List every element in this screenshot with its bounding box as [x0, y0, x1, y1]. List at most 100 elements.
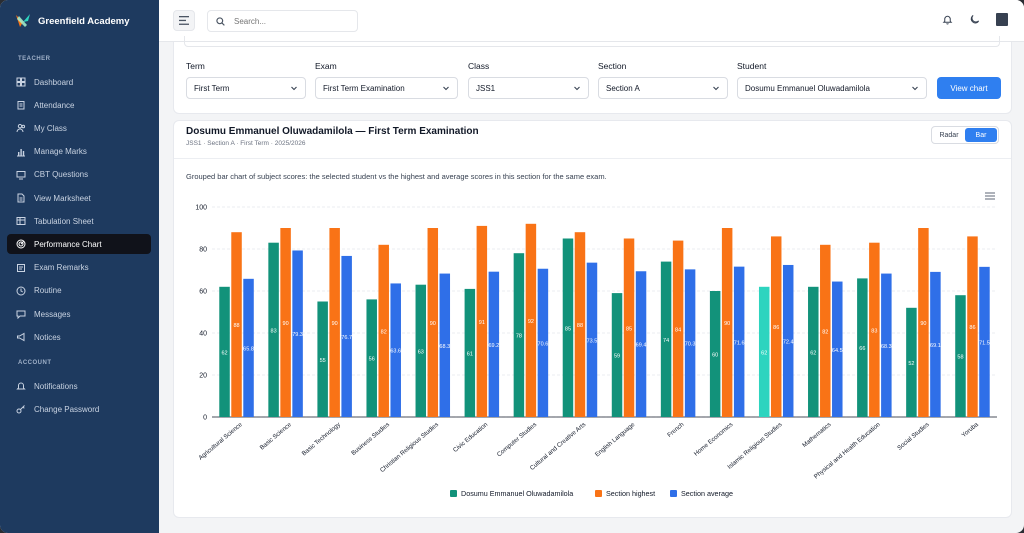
- bar-data-label: 71.6: [734, 340, 745, 346]
- bar-highest: [476, 225, 488, 417]
- x-tick-label: Computer Studies: [496, 421, 538, 458]
- bar-highest: [427, 228, 439, 417]
- bar-data-label: 90: [920, 321, 926, 327]
- avatar-icon: [996, 13, 1008, 26]
- class-select[interactable]: JSS1: [468, 77, 589, 99]
- bar-data-label: 68.3: [439, 344, 450, 350]
- theme-toggle-button[interactable]: [969, 14, 980, 25]
- sidebar-item-my-class[interactable]: My Class: [7, 118, 151, 138]
- sidebar-item-label: Exam Remarks: [34, 263, 89, 273]
- sidebar-item-label: Tabulation Sheet: [34, 216, 94, 226]
- y-tick-label: 80: [199, 247, 207, 254]
- bar-data-label: 58: [957, 355, 963, 361]
- bar-average: [243, 278, 254, 417]
- search-box[interactable]: [207, 10, 358, 32]
- sidebar-item-dashboard[interactable]: Dashboard: [7, 72, 151, 92]
- bar-data-label: 52: [908, 361, 914, 367]
- clock-icon: [16, 286, 26, 296]
- monitor-icon: [16, 170, 26, 180]
- bar-data-label: 86: [773, 325, 779, 331]
- sidebar-item-tabulation-sheet[interactable]: Tabulation Sheet: [7, 211, 151, 231]
- chart-description: Grouped bar chart of subject scores: the…: [186, 172, 607, 181]
- legend-item[interactable]: Section average: [670, 489, 733, 498]
- sidebar-item-change-password[interactable]: Change Password: [7, 399, 151, 419]
- bar-average: [390, 283, 401, 417]
- divider: [174, 158, 1011, 159]
- bar-data-label: 66: [859, 346, 865, 352]
- x-tick-label: Basic Technology: [301, 421, 343, 458]
- radar-toggle-button[interactable]: Radar: [939, 131, 959, 139]
- student-select[interactable]: Dosumu Emmanuel Oluwadamilola: [737, 77, 927, 99]
- bar-student: [415, 284, 427, 417]
- bar-data-label: 63.6: [390, 349, 401, 355]
- bar-student: [464, 288, 476, 417]
- term-label: Term: [186, 61, 205, 71]
- chevron-down-icon: [574, 86, 580, 91]
- bar-highest: [329, 228, 340, 417]
- user-avatar[interactable]: [996, 13, 1008, 26]
- sidebar-item-cbt-questions[interactable]: CBT Questions: [7, 165, 151, 185]
- sidebar-item-manage-marks[interactable]: Manage Marks: [7, 142, 151, 162]
- section-label: Section: [598, 61, 627, 71]
- sidebar-item-notifications[interactable]: Notifications: [7, 376, 151, 396]
- legend-item[interactable]: Dosumu Emmanuel Oluwadamilola: [450, 489, 573, 498]
- notifications-button[interactable]: [942, 14, 953, 25]
- bar-highest: [918, 228, 929, 417]
- bar-data-label: 82: [381, 329, 387, 335]
- bar-toggle-button[interactable]: Bar: [965, 128, 997, 142]
- term-select[interactable]: First Term: [186, 77, 306, 99]
- sidebar-item-label: Routine: [34, 286, 62, 296]
- bell-icon: [16, 382, 26, 390]
- bar-average: [979, 266, 990, 417]
- dashboard-icon: [16, 77, 26, 87]
- document-icon: [17, 193, 25, 203]
- exam-select[interactable]: First Term Examination: [315, 77, 458, 99]
- sidebar-item-label: Notices: [34, 332, 61, 342]
- sidebar-item-notices[interactable]: Notices: [7, 327, 151, 347]
- sidebar-item-exam-remarks[interactable]: Exam Remarks: [7, 258, 151, 278]
- bar-average: [782, 264, 794, 417]
- sidebar-item-routine[interactable]: Routine: [7, 281, 151, 301]
- bar-data-label: 73.5: [587, 338, 598, 344]
- bar-data-label: 69.1: [930, 343, 941, 349]
- bar-highest: [672, 240, 684, 417]
- bar-average: [881, 273, 892, 417]
- bar-data-label: 69.2: [488, 343, 499, 349]
- sidebar-section-title: ACCOUNT: [18, 360, 52, 366]
- bar-data-label: 90: [724, 321, 730, 327]
- sidebar-item-messages[interactable]: Messages: [7, 304, 151, 324]
- bar-data-label: 62: [761, 350, 767, 356]
- bar-data-label: 76.7: [341, 335, 352, 341]
- section-select[interactable]: Section A: [598, 77, 728, 99]
- x-tick-label: French: [666, 421, 686, 439]
- sidebar-item-view-marksheet[interactable]: View Marksheet: [7, 188, 151, 208]
- sidebar-section-title: TEACHER: [18, 56, 51, 62]
- x-tick-label: Mathematics: [801, 421, 832, 449]
- student-value: Dosumu Emmanuel Oluwadamilola: [745, 83, 870, 93]
- bar-data-label: 64.5: [832, 348, 843, 354]
- search-input[interactable]: [234, 16, 344, 26]
- bar-highest: [280, 228, 291, 417]
- bar-data-label: 82: [822, 329, 828, 335]
- bar-data-label: 65.8: [243, 346, 254, 352]
- key-icon: [16, 405, 25, 414]
- chart-menu-icon[interactable]: [985, 192, 995, 200]
- bar-highest: [869, 242, 880, 417]
- top-bar: [159, 0, 1024, 42]
- view-chart-button[interactable]: View chart: [937, 77, 1001, 99]
- bar-data-label: 61: [467, 351, 473, 357]
- bar-student: [808, 286, 819, 417]
- sidebar-item-performance-chart[interactable]: Performance Chart: [7, 234, 151, 255]
- legend-item[interactable]: Section highest: [595, 489, 655, 498]
- brand[interactable]: Greenfield Academy: [14, 12, 130, 30]
- sidebar-item-attendance[interactable]: Attendance: [7, 95, 151, 115]
- bar-data-label: 83: [271, 328, 277, 334]
- bar-average: [439, 273, 451, 417]
- chart-subtitle: JSS1 · Section A · First Term · 2025/202…: [186, 140, 306, 147]
- legend-label: Dosumu Emmanuel Oluwadamilola: [461, 489, 573, 498]
- sidebar-item-label: Manage Marks: [34, 147, 87, 157]
- y-tick-label: 60: [199, 289, 207, 296]
- menu-toggle-button[interactable]: [173, 10, 195, 31]
- bar-data-label: 85: [626, 326, 632, 332]
- chart-title: Dosumu Emmanuel Oluwadamilola — First Te…: [186, 126, 479, 137]
